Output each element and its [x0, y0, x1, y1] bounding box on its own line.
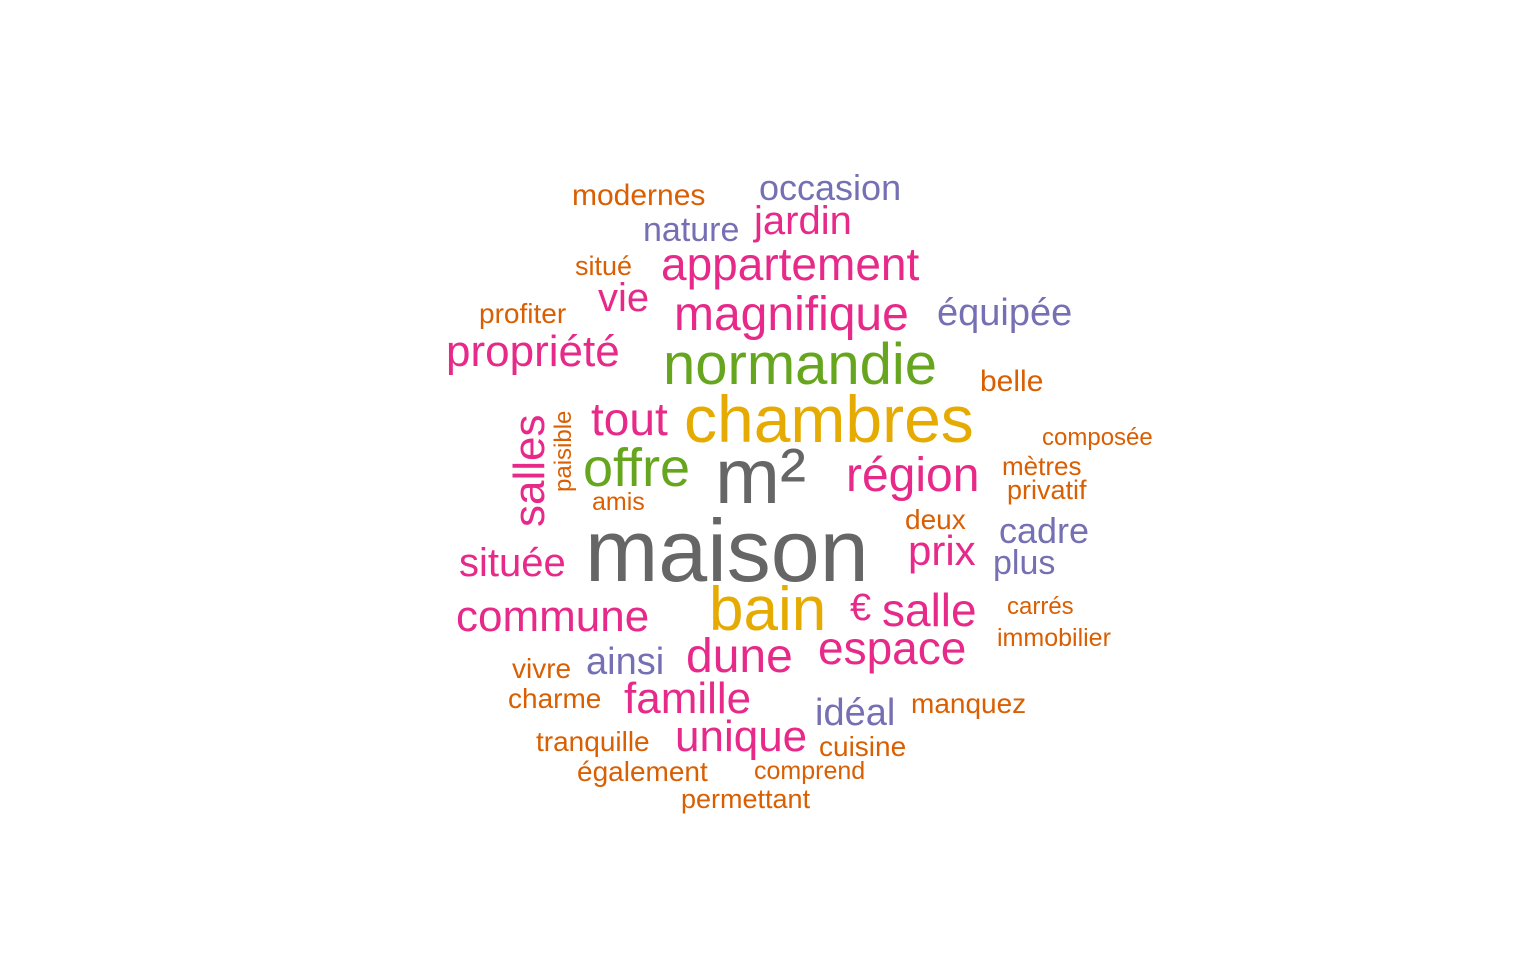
word-situe: situé [575, 251, 633, 281]
word-propriete: propriété [446, 327, 620, 376]
word-commune: commune [456, 592, 650, 641]
word-situee: située [459, 541, 566, 585]
word-bain: bain [709, 575, 827, 644]
word-espace: espace [818, 622, 967, 674]
word-ideal: idéal [815, 692, 896, 734]
word-modernes: modernes [572, 179, 706, 212]
word-paisible: paisible [550, 410, 577, 492]
word-famille: famille [624, 674, 752, 723]
word-salle: salle [882, 584, 977, 636]
word-unique: unique [675, 712, 808, 761]
word-permettant: permettant [681, 784, 811, 814]
word-offre: offre [583, 438, 691, 498]
word-dune: dune [686, 630, 793, 683]
word-cuisine: cuisine [819, 731, 907, 762]
word-maison: maison [585, 501, 869, 600]
word-tout: tout [591, 393, 668, 445]
word-plus: plus [993, 544, 1056, 582]
word-comprend: comprend [754, 757, 866, 785]
word-nature: nature [643, 211, 740, 249]
word-profiter: profiter [479, 298, 567, 329]
word-egalement: également [577, 756, 708, 787]
word-cadre: cadre [999, 510, 1090, 551]
word-amis: amis [592, 488, 645, 516]
word-occasion: occasion [759, 167, 902, 208]
word-carres: carrés [1007, 593, 1074, 620]
word-euro: € [850, 587, 872, 629]
word-chambres: chambres [684, 382, 974, 456]
word-appartement: appartement [661, 238, 920, 290]
word-salles: salles [505, 414, 554, 528]
word-metres: mètres [1002, 451, 1082, 481]
word-magnifique: magnifique [674, 288, 909, 341]
word-region: région [846, 449, 980, 502]
word-jardin: jardin [754, 199, 852, 243]
word-vivre: vivre [512, 653, 572, 684]
word-deux: deux [905, 504, 966, 535]
word-normandie: normandie [663, 332, 938, 397]
word-immobilier: immobilier [997, 624, 1111, 652]
word-prix: prix [908, 527, 976, 574]
word-equipee: équipée [937, 292, 1073, 334]
word-ainsi: ainsi [586, 641, 665, 683]
word-privatif: privatif [1007, 475, 1087, 505]
word-vie: vie [598, 276, 650, 320]
word-composee: composée [1042, 424, 1153, 451]
word-manquez: manquez [911, 688, 1027, 719]
word-belle: belle [980, 365, 1044, 398]
word-charme: charme [508, 683, 602, 714]
word-m2: m² [715, 432, 806, 520]
word-tranquille: tranquille [536, 726, 650, 757]
